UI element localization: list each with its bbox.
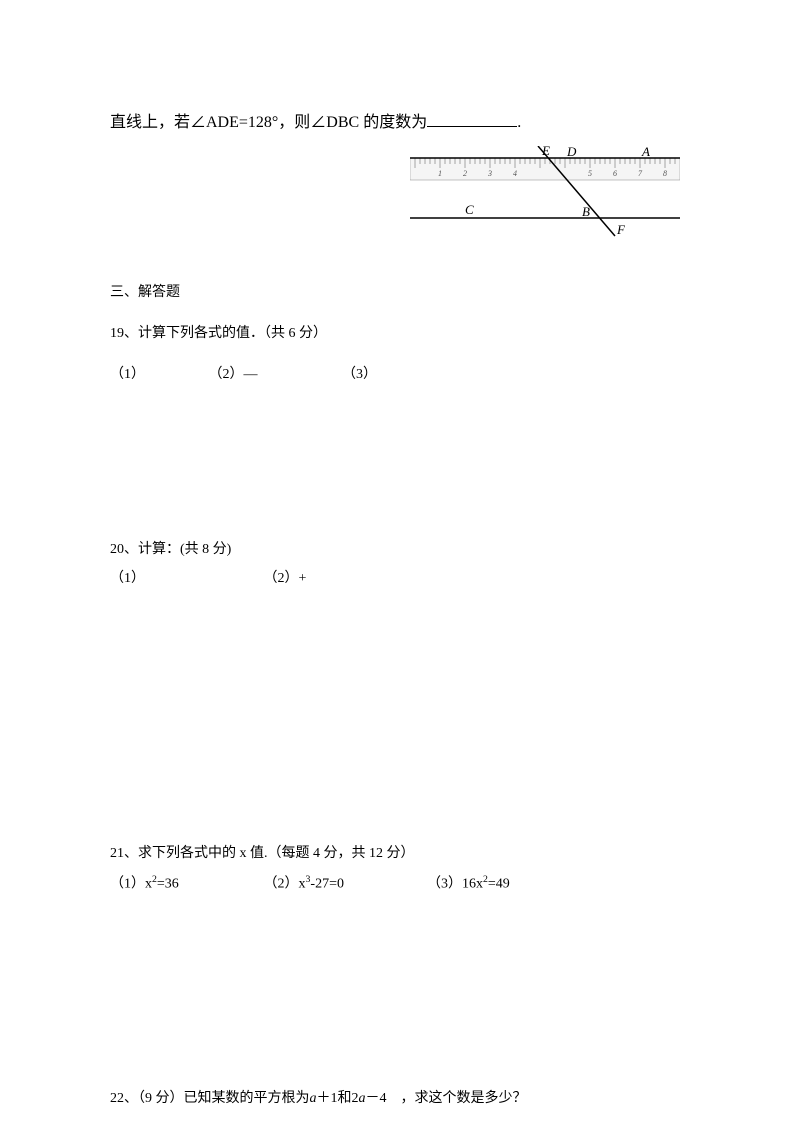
q19-part3: （3） — [342, 362, 377, 387]
label-A: A — [641, 146, 650, 159]
label-D: D — [566, 146, 577, 159]
section-3-title: 三、解答题 — [110, 281, 690, 301]
q19-part2: （2）— — [209, 362, 339, 387]
label-B: B — [582, 204, 590, 219]
line1-text-a: 直线上，若∠ADE=128°，则∠DBC 的度数为 — [110, 114, 427, 131]
figure-container: 1 2 3 4 5 6 7 8 E D A C B F — [110, 146, 690, 241]
question-21-parts: （1）x2=36 （2）x3-27=0 （3）16x2=49 — [110, 871, 690, 897]
svg-text:6: 6 — [613, 169, 617, 178]
svg-text:5: 5 — [588, 169, 592, 178]
label-E: E — [541, 146, 550, 158]
answer-blank — [427, 111, 517, 127]
svg-text:8: 8 — [663, 169, 667, 178]
question-20: 20、计算：(共 8 分) — [110, 537, 690, 562]
question-18-continuation: 直线上，若∠ADE=128°，则∠DBC 的度数为. — [110, 110, 690, 136]
label-C: C — [465, 202, 474, 217]
q21-part1: （1）x2=36 — [110, 871, 260, 897]
question-19: 19、计算下列各式的值．（共 6 分） — [110, 321, 690, 346]
question-19-parts: （1） （2）— （3） — [110, 362, 690, 387]
question-22: 22、（9 分）已知某数的平方根为a＋1和2a－4 ，求这个数是多少？ — [110, 1086, 690, 1111]
svg-text:3: 3 — [487, 169, 492, 178]
upper-ruler: 1 2 3 4 5 6 7 8 — [410, 158, 680, 180]
q20-part2: （2）+ — [264, 566, 307, 591]
svg-text:2: 2 — [463, 169, 467, 178]
line1-text-b: . — [517, 114, 521, 131]
question-20-parts: （1） （2）+ — [110, 566, 690, 591]
q21-part3: （3）16x2=49 — [427, 871, 510, 897]
svg-text:1: 1 — [438, 169, 442, 178]
label-F: F — [616, 222, 626, 237]
svg-text:4: 4 — [513, 169, 517, 178]
ruler-figure: 1 2 3 4 5 6 7 8 E D A C B F — [410, 146, 680, 241]
q19-part1: （1） — [110, 362, 205, 387]
q20-part1: （1） — [110, 566, 260, 591]
question-21: 21、求下列各式中的 x 值.（每题 4 分，共 12 分） — [110, 841, 690, 866]
q21-part2: （2）x3-27=0 — [264, 871, 424, 897]
